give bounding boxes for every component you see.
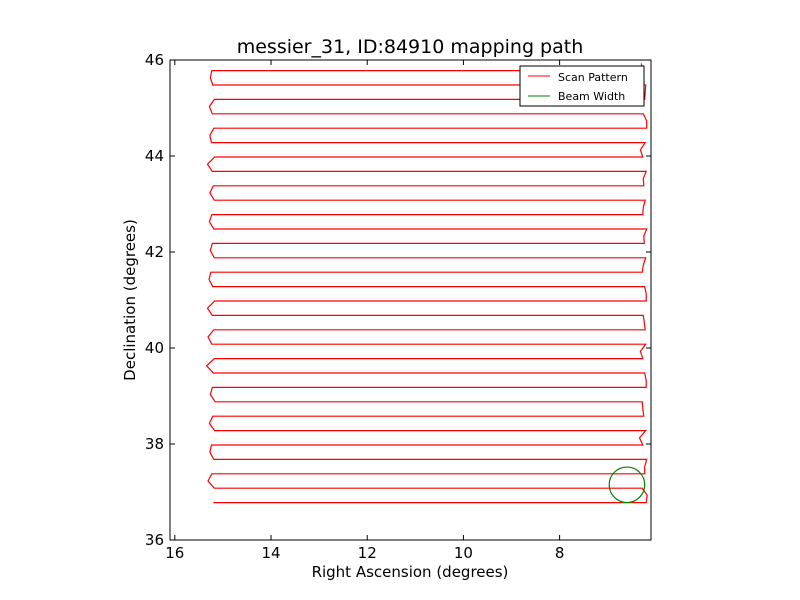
y-tick-label: 36 — [145, 531, 164, 549]
x-tick-label: 16 — [165, 544, 184, 562]
y-tick-label: 40 — [145, 339, 164, 357]
chart-title: messier_31, ID:84910 mapping path — [237, 36, 584, 58]
beam-width-circle — [608, 466, 646, 504]
scan-pattern-series — [205, 63, 648, 504]
y-axis-label: Declination (degrees) — [121, 219, 139, 381]
x-tick-label: 10 — [454, 544, 473, 562]
plot-area — [205, 63, 648, 504]
x-tick-label: 14 — [261, 544, 280, 562]
legend: Scan Pattern Beam Width — [519, 65, 645, 107]
legend-beam-label: Beam Width — [558, 90, 625, 103]
x-axis-label: Right Ascension (degrees) — [312, 563, 509, 581]
legend-scan-label: Scan Pattern — [558, 71, 628, 84]
x-axis: 16 14 12 10 8 — [165, 60, 564, 562]
plot-frame — [169, 59, 652, 541]
y-tick-label: 38 — [145, 435, 164, 453]
y-tick-label: 44 — [145, 147, 164, 165]
y-axis: 36 38 40 42 44 46 — [145, 51, 651, 549]
beam-width-series — [608, 466, 646, 504]
x-tick-label: 8 — [555, 544, 565, 562]
x-tick-label: 12 — [358, 544, 377, 562]
scan-pattern-line — [205, 63, 648, 504]
legend-box — [519, 65, 645, 107]
y-tick-label: 42 — [145, 243, 164, 261]
y-tick-label: 46 — [145, 51, 164, 69]
